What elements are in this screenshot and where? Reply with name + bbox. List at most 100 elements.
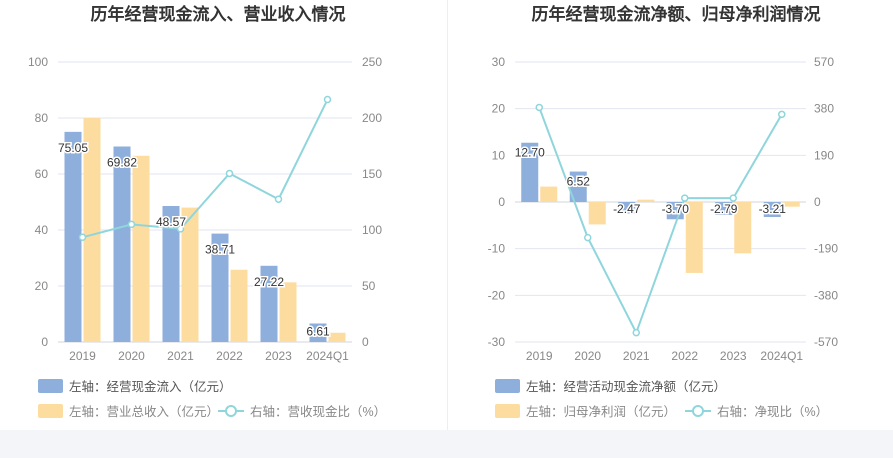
chart-1-bar-b [279, 282, 297, 342]
chart-1-bar-a [260, 265, 278, 342]
chart-1-data-label: 27.22 [254, 275, 284, 289]
chart-2-bar-a [618, 202, 636, 214]
chart-2-bar-a [715, 202, 733, 216]
chart-1-bar-b [328, 332, 346, 342]
chart-2-data-label: 12.70 [515, 146, 545, 160]
chart-1-title: 历年经营现金流入、营业收入情况 [91, 4, 346, 24]
chart-2-bar-b [588, 202, 606, 225]
chart-2-data-label: -3.70 [662, 202, 690, 216]
chart-2-bar-b [540, 186, 558, 202]
chart-2-left-tick: 20 [492, 102, 506, 116]
chart-1-x-tick: 2024Q1 [306, 349, 349, 363]
footer-band [0, 430, 893, 458]
chart-1-bar-a [211, 233, 229, 342]
chart-1-ratio-point [323, 95, 332, 104]
chart-2-left-tick: 0 [498, 195, 505, 209]
chart-2-x-tick: 2022 [671, 349, 698, 363]
chart-1-bar-a [162, 206, 180, 342]
chart-1-x-tick: 2021 [167, 349, 194, 363]
chart-2-bar-a [763, 202, 781, 217]
chart-2-legend-swatch-b [495, 404, 520, 418]
chart-1-left-tick: 60 [35, 167, 49, 181]
chart-1-ratio-point [78, 233, 87, 242]
chart-1-right-tick: 250 [362, 55, 382, 69]
chart-1-ratio-point [176, 225, 185, 233]
chart-1-legend-swatch-a [38, 379, 63, 393]
chart-2-title: 历年经营现金流净额、归母净利润情况 [532, 4, 821, 24]
chart-1-right-tick: 100 [362, 223, 382, 237]
chart-1-ratio-point [127, 220, 136, 229]
chart-2-legend-line-marker [692, 405, 704, 417]
chart-1-bar-a [64, 131, 82, 342]
chart-1-data-label: 6.61 [306, 324, 330, 338]
chart-1-left-tick: 80 [35, 111, 49, 125]
chart-1-left-tick: 100 [28, 55, 48, 69]
chart-2-ratio-point [632, 328, 640, 337]
chart-2-ratio-point [778, 110, 786, 119]
chart-1-legend-label-line: 右轴：营收现金比（%） [250, 404, 386, 419]
chart-1-x-tick: 2022 [216, 349, 243, 363]
chart-2-right-tick: -190 [814, 242, 838, 256]
chart-2-bar-a [569, 171, 587, 202]
chart-2-ratio-point [535, 103, 543, 112]
chart-1-bar-b [132, 155, 150, 342]
chart-2-ratio-point [584, 233, 592, 242]
chart-1-data-label: 75.05 [58, 141, 88, 155]
panel-divider [447, 0, 448, 430]
chart-2-ratio-point [729, 194, 737, 202]
chart-1-left-tick: 40 [35, 223, 49, 237]
chart-1-data-label: 69.82 [107, 156, 137, 170]
chart-1-x-tick: 2020 [118, 349, 145, 363]
chart-1-data-label: 48.57 [156, 215, 186, 229]
chart-1-data-label: 38.71 [205, 243, 235, 257]
chart-2-data-label: 6.52 [567, 175, 591, 189]
chart-2-x-tick: 2024Q1 [760, 349, 803, 363]
chart-2-left-tick: 30 [492, 55, 506, 69]
chart-2-right-tick: 570 [814, 55, 834, 69]
chart-2-bar-b [782, 202, 800, 207]
chart-2-bar-b [685, 202, 703, 273]
chart-2-legend-label-a: 左轴：经营活动现金流净额（亿元） [526, 379, 726, 394]
chart-2-x-tick: 2019 [526, 349, 553, 363]
chart-1-x-tick: 2019 [69, 349, 96, 363]
chart-1-legend-label-a: 左轴：经营现金流入（亿元） [69, 379, 232, 394]
chart-1-ratio-point [225, 169, 234, 178]
chart-2-ratio-line [538, 107, 783, 336]
chart-2-data-label: -2.47 [613, 202, 641, 216]
chart-2-x-tick: 2020 [574, 349, 601, 363]
chart-2-left-tick: -10 [488, 242, 506, 256]
chart-2-right-tick: -570 [814, 335, 838, 349]
chart-2-bar-a [521, 142, 539, 202]
chart-2-left-tick: 10 [492, 148, 506, 162]
chart-2-right-tick: 380 [814, 102, 834, 116]
chart-1-ratio-point [274, 195, 283, 203]
chart-1-legend-swatch-b [38, 404, 63, 418]
chart-1-right-tick: 0 [362, 335, 369, 349]
chart-1-left-tick: 20 [35, 279, 49, 293]
chart-1-ratio-line [82, 99, 329, 239]
chart-1-bar-b [230, 269, 248, 342]
chart-1-bar-a [113, 146, 131, 342]
chart-2-bar-b [637, 199, 655, 202]
chart-1-bar-a [309, 323, 327, 342]
chart-2-right-tick: 190 [814, 148, 834, 162]
chart-2-x-tick: 2021 [623, 349, 650, 363]
chart-2-legend-label-line: 右轴：净现比（%） [717, 404, 828, 419]
chart-1-right-tick: 200 [362, 111, 382, 125]
chart-2-left-tick: -20 [488, 288, 506, 302]
chart-1-x-tick: 2023 [265, 349, 292, 363]
chart-2-x-tick: 2023 [720, 349, 747, 363]
chart-1-right-tick: 50 [362, 279, 376, 293]
chart-2-bar-b [734, 202, 752, 254]
chart-1-bar-b [181, 207, 199, 342]
chart-2-data-label: -3.21 [759, 202, 787, 216]
chart-2-left-tick: -30 [488, 335, 506, 349]
chart-1-legend-label-b: 左轴：营业总收入（亿元） [69, 404, 219, 419]
chart-2-data-label: -2.79 [710, 202, 738, 216]
chart-2-ratio-point [681, 194, 689, 202]
chart-2-legend-label-b: 左轴：归母净利润（亿元） [526, 404, 676, 419]
chart-2-legend-swatch-a [495, 379, 520, 393]
chart-2-right-tick: -380 [814, 288, 838, 302]
chart-2-right-tick: 0 [814, 195, 821, 209]
